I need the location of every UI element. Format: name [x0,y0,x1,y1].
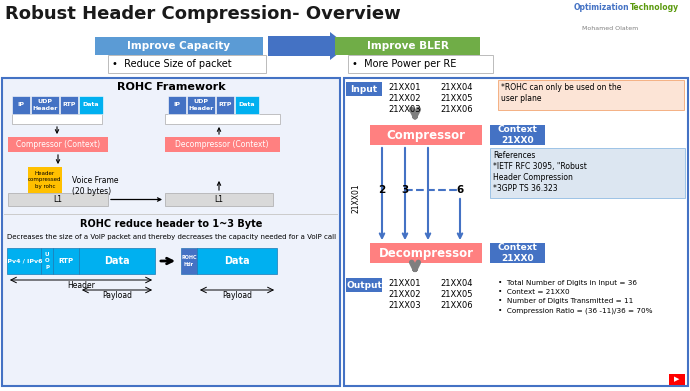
Text: U
O
P: U O P [45,252,49,270]
FancyBboxPatch shape [31,96,59,114]
Text: IP: IP [17,102,25,108]
FancyBboxPatch shape [8,137,108,152]
Text: Voice Frame
(20 bytes): Voice Frame (20 bytes) [72,176,119,196]
Text: ROHC reduce header to 1~3 Byte: ROHC reduce header to 1~3 Byte [80,219,262,229]
Text: RTP: RTP [59,258,74,264]
Text: RTP: RTP [218,102,232,108]
Text: Compressor (Context): Compressor (Context) [16,140,100,149]
Text: ROHC Framework: ROHC Framework [117,82,226,92]
Text: Technology: Technology [630,2,679,11]
Text: •  More Power per RE: • More Power per RE [352,59,456,69]
Text: L1: L1 [54,195,63,204]
FancyBboxPatch shape [165,137,280,152]
FancyBboxPatch shape [370,243,482,263]
Text: Context
21XX0: Context 21XX0 [497,243,538,263]
Text: 21XX01: 21XX01 [351,183,360,213]
FancyBboxPatch shape [216,96,234,114]
Text: UDP
Header: UDP Header [32,99,58,111]
Text: Data: Data [83,102,99,108]
Text: •  Reduce Size of packet: • Reduce Size of packet [112,59,232,69]
Text: Output: Output [346,280,382,289]
FancyBboxPatch shape [344,78,688,386]
Text: Decompressor: Decompressor [379,246,473,260]
Text: *ROHC can only be used on the
user plane: *ROHC can only be used on the user plane [501,83,622,103]
Text: Data: Data [104,256,130,266]
Text: 2: 2 [378,185,386,195]
Text: Improve BLER: Improve BLER [366,41,449,51]
Text: References
*IETF RFC 3095, "Robust
Header Compression
*3GPP TS 36.323: References *IETF RFC 3095, "Robust Heade… [493,151,587,193]
Text: Mohamed Olatem: Mohamed Olatem [582,25,638,30]
FancyBboxPatch shape [41,248,53,274]
Text: L1: L1 [215,195,224,204]
Text: ROHC
Hdr: ROHC Hdr [181,255,197,267]
FancyBboxPatch shape [181,248,197,274]
Text: Payload: Payload [102,291,132,300]
FancyBboxPatch shape [7,248,41,274]
FancyBboxPatch shape [8,193,108,206]
Text: Context
21XX0: Context 21XX0 [497,125,538,145]
FancyBboxPatch shape [187,96,215,114]
FancyBboxPatch shape [370,125,482,145]
Text: Improve Capacity: Improve Capacity [128,41,230,51]
Text: Compressor: Compressor [386,129,466,142]
FancyBboxPatch shape [12,96,30,114]
FancyBboxPatch shape [60,96,78,114]
FancyBboxPatch shape [490,125,545,145]
Text: •  Total Number of Digits in Input = 36: • Total Number of Digits in Input = 36 [498,280,637,286]
FancyBboxPatch shape [490,243,545,263]
Text: ▶: ▶ [674,377,680,382]
FancyBboxPatch shape [95,37,263,55]
Text: Data: Data [224,256,250,266]
Text: RTP: RTP [62,102,76,108]
Text: 21XX04
21XX05
21XX06: 21XX04 21XX05 21XX06 [440,279,473,310]
Text: Robust Header Compression- Overview: Robust Header Compression- Overview [5,5,401,23]
FancyBboxPatch shape [28,167,62,193]
Text: 21XX01
21XX02
21XX03: 21XX01 21XX02 21XX03 [388,279,421,310]
Text: UDP
Header: UDP Header [188,99,214,111]
FancyBboxPatch shape [4,214,338,215]
Text: Header: Header [67,280,95,289]
Text: 3: 3 [402,185,408,195]
FancyBboxPatch shape [197,248,277,274]
Text: •  Compression Ratio = (36 -11)/36 = 70%: • Compression Ratio = (36 -11)/36 = 70% [498,307,653,314]
Text: IP: IP [173,102,181,108]
FancyBboxPatch shape [335,37,480,55]
FancyBboxPatch shape [165,193,273,206]
FancyBboxPatch shape [2,78,340,386]
FancyArrow shape [268,32,348,60]
Text: IPv4 / IPv6: IPv4 / IPv6 [6,258,43,264]
Text: Decompressor (Context): Decompressor (Context) [175,140,268,149]
FancyBboxPatch shape [348,55,493,73]
Text: Decreases the size of a VoIP packet and thereby decreases the capacity needed fo: Decreases the size of a VoIP packet and … [7,234,336,240]
Text: Input: Input [351,84,377,93]
Text: 21XX04
21XX05
21XX06: 21XX04 21XX05 21XX06 [440,83,473,114]
FancyBboxPatch shape [79,248,155,274]
FancyBboxPatch shape [79,96,103,114]
Text: •  Number of Digits Transmitted = 11: • Number of Digits Transmitted = 11 [498,298,633,304]
FancyBboxPatch shape [235,96,259,114]
FancyBboxPatch shape [346,82,382,96]
Text: 21XX01
21XX02
21XX03: 21XX01 21XX02 21XX03 [388,83,421,114]
FancyBboxPatch shape [346,278,382,292]
FancyBboxPatch shape [53,248,79,274]
FancyBboxPatch shape [168,96,186,114]
Text: Payload: Payload [222,291,252,300]
FancyBboxPatch shape [165,114,280,124]
Text: •  Context = 21XX0: • Context = 21XX0 [498,289,570,295]
Text: Data: Data [239,102,255,108]
FancyBboxPatch shape [108,55,266,73]
FancyBboxPatch shape [669,374,685,385]
Text: Optimization: Optimization [574,2,629,11]
FancyBboxPatch shape [498,80,684,110]
FancyBboxPatch shape [12,114,102,124]
Text: Header
compressed
by rohc: Header compressed by rohc [28,171,61,189]
FancyBboxPatch shape [490,148,685,198]
Text: 6: 6 [456,185,464,195]
